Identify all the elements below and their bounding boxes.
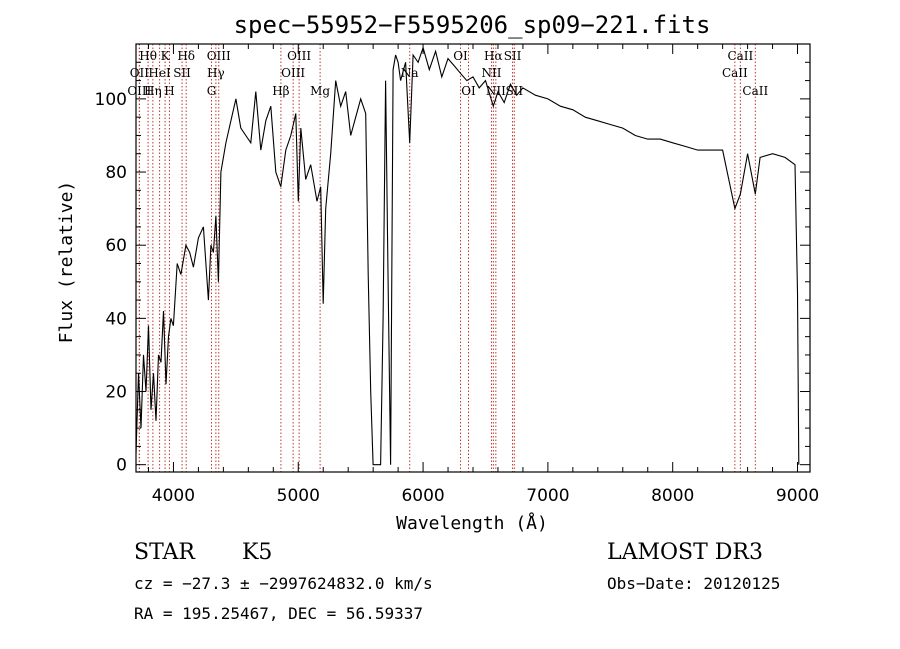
emission-line-label: Mg: [310, 84, 330, 98]
x-axis-label: Wavelength (Å): [396, 512, 548, 534]
spectrum-line: [135, 45, 800, 466]
y-tick-label: 20: [105, 383, 127, 403]
y-tick-label: 80: [105, 163, 127, 183]
observation-date: Obs−Date: 20120125: [607, 574, 780, 593]
emission-line-label: SII: [173, 66, 191, 80]
emission-line-label: NII: [486, 84, 506, 98]
emission-line-label: OI: [453, 49, 468, 63]
emission-line-label: Hδ: [177, 49, 195, 63]
redshift-velocity: cz = −27.3 ± −2997624832.0 km/s: [134, 574, 433, 593]
emission-line-label: OII: [130, 66, 150, 80]
spectral-subclass: K5: [242, 540, 272, 565]
x-tick-label: 4000: [152, 486, 195, 506]
emission-line-label: HeI: [148, 66, 171, 80]
x-tick-label: 9000: [776, 486, 819, 506]
emission-line-label: OI: [461, 84, 476, 98]
emission-line-label: H: [164, 84, 174, 98]
x-tick-label: 6000: [401, 486, 444, 506]
emission-line-label: OIII: [207, 49, 231, 63]
emission-line-label: Hη: [144, 84, 162, 98]
emission-line-label: Hγ: [207, 66, 225, 80]
y-tick-label: 100: [95, 90, 127, 110]
y-tick-label: 60: [105, 236, 127, 256]
emission-line-label: Hθ: [139, 49, 157, 63]
emission-line-label: OIII: [281, 66, 305, 80]
emission-line-label: Na: [401, 66, 419, 80]
coordinates: RA = 195.25467, DEC = 56.59337: [134, 604, 423, 623]
y-axis-label: Flux (relative): [56, 181, 77, 344]
emission-line-label: CaII: [727, 49, 753, 63]
emission-line-label: K: [161, 49, 171, 63]
object-type: STAR: [134, 540, 196, 565]
y-tick-label: 40: [105, 309, 127, 329]
emission-line-label: Hβ: [272, 84, 289, 98]
y-tick-label: 0: [116, 456, 127, 476]
emission-line-label: Hα: [484, 49, 503, 63]
x-axis-ticks: 4000 5000 6000 7000 8000 9000: [147, 44, 819, 506]
x-tick-label: 5000: [277, 486, 320, 506]
emission-line-label: SII: [504, 49, 522, 63]
emission-line-label: G: [207, 84, 217, 98]
x-tick-label: 8000: [651, 486, 694, 506]
emission-line-label: OIII: [287, 49, 311, 63]
chart-title: spec−55952−F5595206_sp09−221.fits: [234, 11, 711, 39]
emission-line-markers: [138, 44, 756, 472]
survey-name: LAMOST DR3: [607, 540, 763, 565]
emission-line-label: CaII: [742, 84, 768, 98]
emission-line-label: CaII: [722, 66, 748, 80]
emission-line-label: NII: [481, 66, 501, 80]
y-axis-ticks: 0 20 40 60 80 100: [95, 61, 810, 476]
emission-line-label: OIII: [127, 84, 151, 98]
x-tick-label: 7000: [526, 486, 569, 506]
